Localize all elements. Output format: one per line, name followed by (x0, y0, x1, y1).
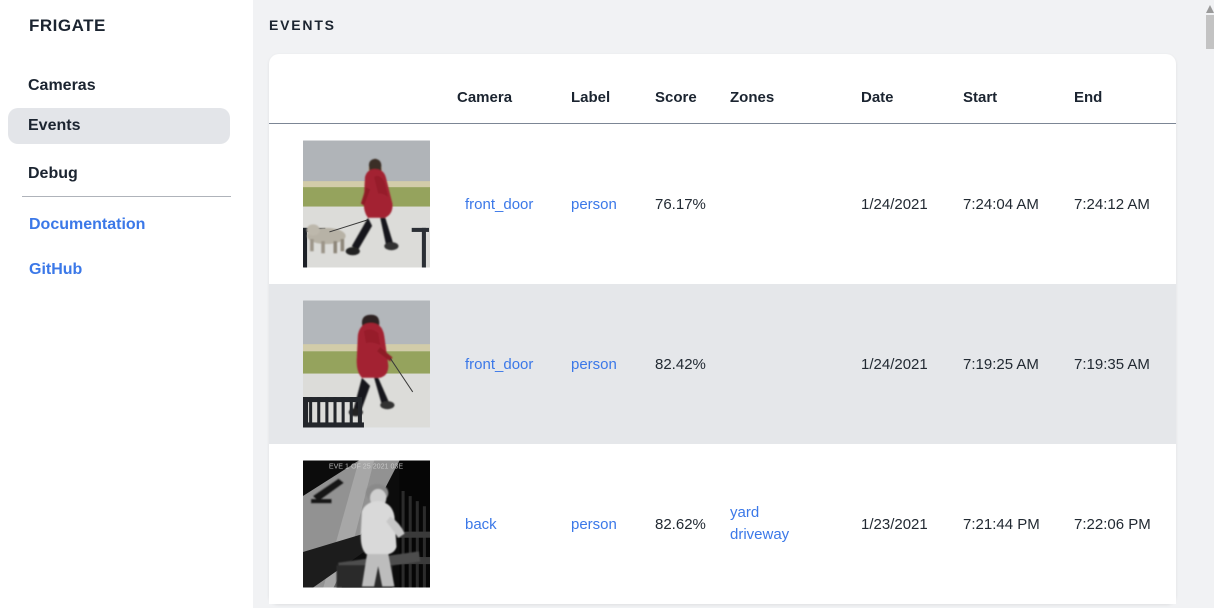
svg-text:EVE 1 OF 25 2021 03E: EVE 1 OF 25 2021 03E (329, 463, 404, 471)
